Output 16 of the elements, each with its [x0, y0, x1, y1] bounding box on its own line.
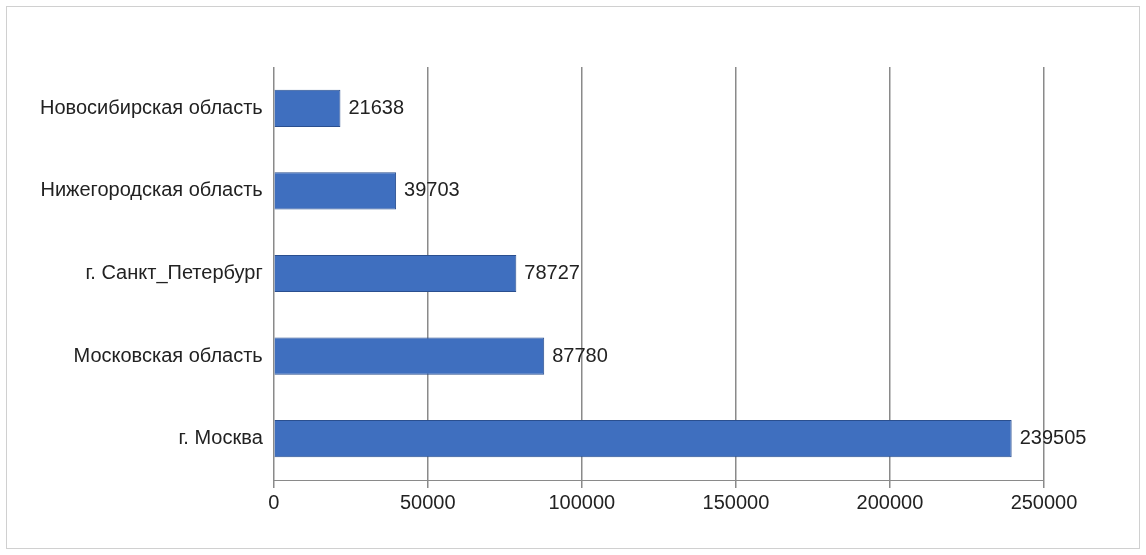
x-tick-label: 250000 [1010, 490, 1078, 513]
x-tick-label: 0 [268, 490, 280, 513]
data-label: 78727 [524, 261, 580, 284]
y-tick-label: Новосибирская область [40, 95, 263, 118]
x-tick-label: 50000 [400, 490, 456, 513]
x-tick-label: 200000 [856, 490, 924, 513]
x-tick-label: 100000 [548, 490, 616, 513]
data-label: 39703 [404, 178, 460, 201]
y-tick-label: г. Москва [178, 426, 264, 449]
data-label: 87780 [552, 343, 608, 366]
y-tick-label: г. Санкт_Петербург [85, 261, 263, 285]
y-tick-label: Нижегородская область [40, 178, 263, 201]
data-label: 21638 [348, 95, 405, 118]
y-tick-label: Московская область [73, 343, 263, 366]
data-label: 239505 [1019, 426, 1087, 449]
x-tick-label: 150000 [702, 490, 770, 513]
